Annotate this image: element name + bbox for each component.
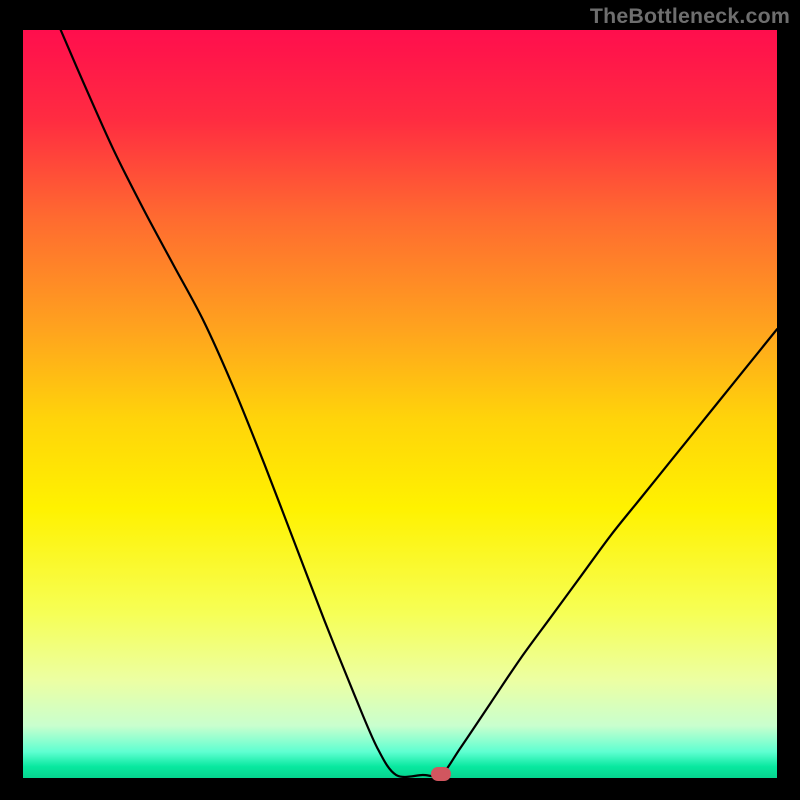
chart-svg (23, 30, 777, 778)
chart-container: TheBottleneck.com (0, 0, 800, 800)
watermark-text: TheBottleneck.com (590, 4, 790, 29)
data-marker (431, 767, 451, 781)
gradient-background (23, 30, 777, 778)
plot-area (23, 30, 777, 778)
